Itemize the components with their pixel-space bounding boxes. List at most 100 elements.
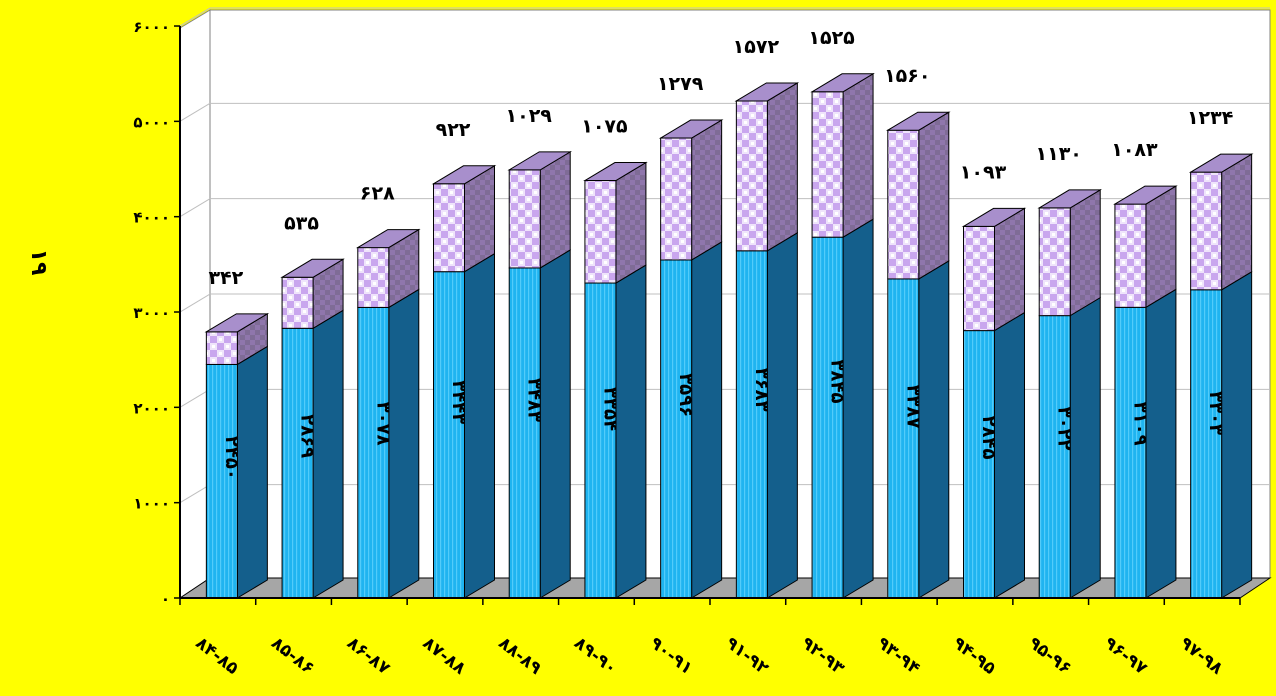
floor xyxy=(178,577,1272,599)
left-wall xyxy=(179,9,211,599)
bar-bottom-front xyxy=(811,236,844,599)
x-tick-label: ۹۳-۹۴ xyxy=(873,633,924,679)
bar-top-cap xyxy=(810,73,875,93)
y-tick-label: ۶۰۰۰ xyxy=(133,18,170,36)
bar-top-value-label: ۱۱۳۰ xyxy=(1036,143,1082,165)
bar-top-cap xyxy=(204,313,270,333)
gridline-diag xyxy=(179,7,211,27)
bar-bottom-front xyxy=(1114,306,1147,599)
bar-top-side xyxy=(1145,185,1177,309)
bar-top-front xyxy=(584,180,617,284)
y-axis-title: ۱۹ xyxy=(26,249,51,276)
x-tick-label: ۹۲-۹۳ xyxy=(797,633,848,679)
bar-top-cap xyxy=(1188,153,1254,173)
bar-bottom-front xyxy=(660,259,693,599)
bar-top-cap xyxy=(1113,185,1178,205)
bar-bottom-side xyxy=(918,260,950,599)
bar-top-side xyxy=(539,150,571,269)
x-tick-label: ۸۹-۹۰ xyxy=(570,633,621,679)
bar-top-value-label: ۱۵۷۲ xyxy=(733,36,780,58)
bar-bottom-side xyxy=(691,241,723,599)
bar-top-front xyxy=(660,137,693,261)
y-tick-label: ۱۰۰۰ xyxy=(133,495,170,513)
bar-top-value-label: ۱۲۷۹ xyxy=(657,73,704,95)
bar-top-value-label: ۱۰۸۳ xyxy=(1111,139,1158,161)
bar-top-value-label: ۶۲۸ xyxy=(360,183,395,205)
bar-top-cap xyxy=(431,165,497,185)
bar-top-front xyxy=(1038,207,1071,317)
x-tick-label: ۹۴-۹۵ xyxy=(949,633,1000,679)
x-tick-label: ۹۵-۹۶ xyxy=(1025,633,1076,679)
bar-bottom-value-label: ۳۰۷۸ xyxy=(372,402,393,446)
data-labels: ۲۴۵۰ ۳۴۲ ۲۸۶۹ ۵۳۵ ۳۰۷۸ ۶۲۸ ۳۴۴۳ ۹۲۲ ۳۴۸۳ ۱۰۲۹ ۳۳۵۴… xyxy=(208,27,1233,480)
bar-bottom-front xyxy=(281,327,314,599)
bar-top-side xyxy=(842,72,874,239)
y-tick-label: ۳۰۰۰ xyxy=(133,304,170,322)
bar-top-front xyxy=(433,183,465,273)
bar-top-side xyxy=(464,164,495,273)
x-tick-label: ۸۶-۸۷ xyxy=(343,633,394,679)
gridline-diag xyxy=(179,388,211,408)
bar-bottom-value-label: ۳۴۸۳ xyxy=(524,378,545,422)
x-tick-label: ۹۶-۹۷ xyxy=(1100,633,1151,679)
bar-top-front xyxy=(811,91,844,238)
bar-bottom-value-label: ۲۴۵۰ xyxy=(221,436,242,480)
bar-bottom-front xyxy=(735,250,768,599)
bar-bottom-front xyxy=(887,278,920,599)
x-tick-label: ۸۸-۸۹ xyxy=(495,633,546,679)
bar-top-front xyxy=(357,247,390,308)
bar-top-value-label: ۱۵۲۵ xyxy=(808,27,855,49)
x-tick-label: ۹۱-۹۲ xyxy=(722,633,773,679)
bar-top-cap xyxy=(583,162,648,182)
gridline-diag xyxy=(179,484,211,504)
bar-top-cap xyxy=(355,229,421,249)
bar-top-cap xyxy=(658,119,724,139)
y-tick-label: ۲۰۰۰ xyxy=(133,399,170,417)
bar-top-cap xyxy=(885,111,951,131)
bar-top-front xyxy=(963,225,995,332)
bar-bottom-front xyxy=(508,267,541,599)
y-tick-label: ۴۰۰۰ xyxy=(133,209,170,227)
bar-top-cap xyxy=(507,151,573,171)
bar-top-cap xyxy=(1037,189,1103,209)
x-tick-label: ۹۷-۹۸ xyxy=(1176,633,1227,679)
bar-top-value-label: ۱۰۲۹ xyxy=(506,105,553,127)
bar-bottom-front xyxy=(584,282,617,599)
bar-bottom-value-label: ۳۵۹۶ xyxy=(675,373,696,417)
bar-top-front xyxy=(1190,171,1223,291)
bar-bottom-side xyxy=(539,249,571,599)
bar-top-front xyxy=(205,331,238,365)
x-tick-label: ۹۰-۹۱ xyxy=(646,633,697,679)
bar-top-cap xyxy=(961,207,1027,227)
bar-top-value-label: ۹۲۲ xyxy=(436,119,471,141)
bar-bottom-front xyxy=(963,330,995,599)
bar-top-value-label: ۱۰۷۵ xyxy=(581,116,628,138)
bar-bottom-side xyxy=(464,252,495,599)
bar-bottom-value-label: ۳۱۰۹ xyxy=(1129,402,1150,446)
bar-bottom-side xyxy=(615,264,647,599)
bar-bottom-side xyxy=(842,218,874,599)
bar-bottom-value-label: ۳۰۲۲ xyxy=(1054,407,1075,451)
bar-top-cap xyxy=(734,82,800,102)
bar-top-side xyxy=(918,111,950,280)
bar-top-cap xyxy=(280,258,345,278)
bar-bottom-side xyxy=(766,231,798,599)
bar-bottom-front xyxy=(205,363,238,599)
bar-bottom-front xyxy=(357,306,390,599)
bar-bottom-value-label: ۲۸۴۵ xyxy=(978,416,999,460)
bar-bottom-value-label: ۳۳۸۷ xyxy=(902,385,923,429)
bar-bottom-front xyxy=(1038,315,1071,599)
bar-bottom-value-label: ۳۳۰۳ xyxy=(1205,391,1226,435)
y-tick-label: ۰ xyxy=(161,590,170,608)
bar-top-front xyxy=(735,100,768,252)
gridline-diag xyxy=(179,102,211,122)
x-tick-label: ۸۷-۸۸ xyxy=(419,633,470,679)
bar-top-value-label: ۱۰۹۳ xyxy=(960,161,1007,183)
bar-top-side xyxy=(691,119,723,261)
bar-bottom-front xyxy=(1190,289,1223,599)
gridline-diag xyxy=(179,293,211,313)
bar-top-value-label: ۱۲۳۴ xyxy=(1187,107,1233,129)
x-tick-label: ۸۴-۸۵ xyxy=(192,633,243,679)
bar-top-front xyxy=(281,276,314,329)
